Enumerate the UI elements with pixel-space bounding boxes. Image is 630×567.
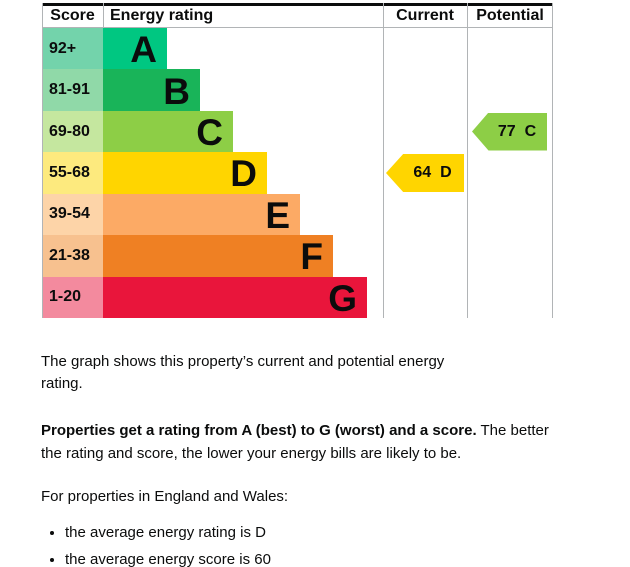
potential-rating-marker: 77 C (472, 112, 547, 151)
band-row-e: 39-54 E (0, 193, 630, 236)
band-bar-g: G (103, 276, 367, 319)
band-row-b: 81-91 B (0, 69, 630, 112)
band-score-range: 1-20 (42, 276, 103, 318)
band-letter: D (230, 153, 257, 195)
rating-explainer-paragraph: Properties get a rating from A (best) to… (41, 419, 556, 465)
band-letter: B (163, 70, 190, 112)
current-column-divider (383, 3, 384, 318)
regions-paragraph: For properties in England and Wales: (41, 488, 289, 505)
table-right-border (552, 3, 553, 318)
band-score-range: 39-54 (42, 193, 103, 236)
description-section: The graph shows this property’s current … (0, 351, 630, 567)
current-rating-letter: D (440, 163, 452, 181)
band-row-g: 1-20 G (0, 276, 630, 319)
band-letter: F (300, 236, 323, 278)
epc-rating-chart: Score Energy rating Current Potential 92… (0, 3, 630, 319)
rating-explainer-bold: Properties get a rating from A (best) to… (41, 422, 477, 439)
band-score-range: 21-38 (42, 235, 103, 277)
averages-list: the average energy rating is D the avera… (41, 522, 590, 567)
header-potential: Potential (476, 7, 544, 24)
potential-rating-letter: C (524, 122, 537, 140)
score-column-divider (103, 3, 104, 28)
band-row-c: 69-80 C (0, 110, 630, 154)
band-score-range: 81-91 (42, 69, 103, 111)
header-energy-rating: Energy rating (110, 7, 214, 24)
header-score: Score (50, 7, 95, 24)
current-rating-marker: 64 D (386, 153, 464, 192)
band-bar-a: A (103, 28, 167, 71)
band-row-f: 21-38 F (0, 235, 630, 278)
chart-top-border (42, 3, 553, 6)
band-bar-f: F (103, 235, 333, 278)
potential-rating-score: 77 (497, 122, 516, 140)
current-rating-score: 64 (413, 163, 432, 181)
band-score-range: 55-68 (42, 152, 103, 194)
intro-paragraph: The graph shows this property’s current … (41, 353, 445, 392)
band-letter: A (130, 29, 157, 71)
band-letter: E (265, 194, 290, 236)
list-item-average-score: the average energy score is 60 (65, 549, 590, 567)
band-score-range: 69-80 (42, 110, 103, 153)
band-bar-b: B (103, 69, 200, 112)
header-current: Current (396, 7, 454, 24)
band-row-d: 55-68 D (0, 152, 630, 195)
band-row-a: 92+ A (0, 28, 630, 71)
table-left-border (42, 3, 43, 318)
band-letter: C (196, 112, 223, 154)
band-letter: G (328, 277, 357, 319)
potential-column-divider (467, 3, 468, 318)
band-bar-d: D (103, 152, 267, 195)
band-bar-e: E (103, 193, 300, 236)
list-item-average-rating: the average energy rating is D (65, 522, 590, 544)
band-bar-c: C (103, 110, 233, 154)
header-divider-line (42, 27, 553, 28)
band-score-range: 92+ (42, 28, 103, 70)
rating-explainer-rest: The better the rating and score, the low… (41, 422, 549, 462)
